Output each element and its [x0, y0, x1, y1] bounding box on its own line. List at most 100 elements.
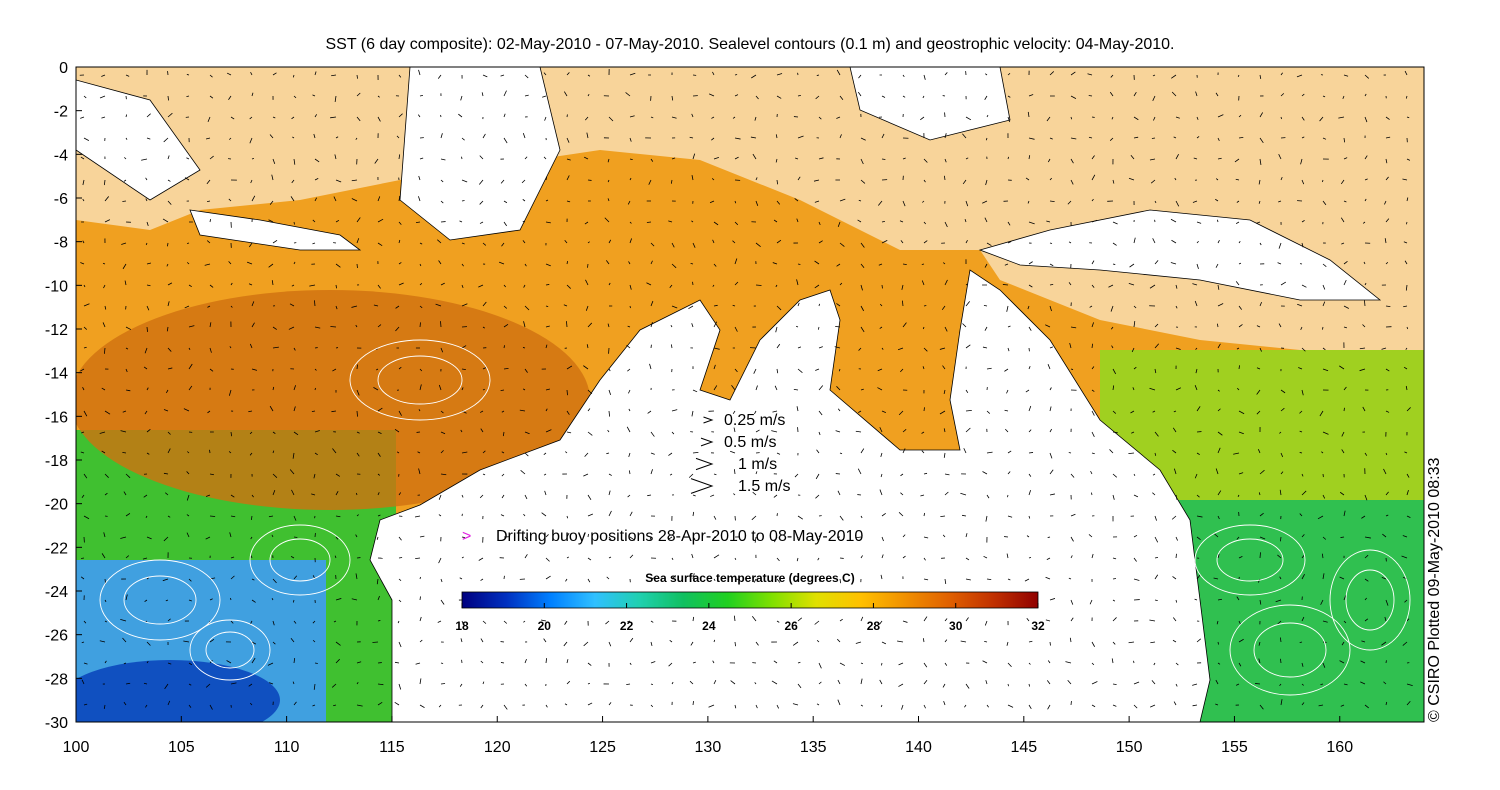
velocity-vector: [291, 116, 295, 120]
velocity-vector: [944, 618, 948, 622]
velocity-vector: [1173, 136, 1177, 139]
velocity-vector: [398, 557, 403, 559]
velocity-vector: [1196, 263, 1199, 269]
velocity-vector: [1154, 323, 1159, 328]
velocity-vector: [314, 368, 317, 371]
velocity-vector: [1385, 701, 1388, 706]
x-tick-label: 145: [1010, 739, 1037, 756]
velocity-vector: [335, 490, 339, 496]
velocity-vector: [923, 74, 926, 80]
velocity-vector: [438, 704, 442, 708]
velocity-vector: [776, 343, 781, 349]
velocity-legend-label: 1 m/s: [738, 456, 777, 473]
velocity-vector: [120, 536, 127, 539]
velocity-vector: [755, 429, 760, 433]
velocity-vector: [733, 493, 736, 496]
velocity-vector: [163, 536, 169, 542]
velocity-vector: [1215, 679, 1219, 685]
velocity-vector: [1175, 116, 1180, 119]
velocity-vector: [144, 599, 148, 602]
velocity-vector: [545, 658, 548, 664]
velocity-vector: [565, 451, 568, 454]
velocity-vector: [251, 599, 256, 603]
velocity-vector: [460, 95, 463, 101]
velocity-vector: [1385, 514, 1389, 517]
velocity-vector: [1007, 683, 1009, 687]
velocity-vector: [587, 389, 593, 395]
velocity-vector: [1385, 410, 1390, 413]
velocity-vector: [1301, 573, 1305, 580]
velocity-vector: [671, 116, 677, 119]
velocity-vector: [583, 473, 589, 477]
velocity-vector: [356, 410, 358, 417]
velocity-legend-entry: 1 m/s: [695, 456, 777, 473]
velocity-vector: [1340, 217, 1345, 223]
velocity-vector: [650, 242, 655, 247]
velocity-vector: [501, 242, 505, 247]
velocity-vector: [1217, 447, 1221, 454]
velocity-vector: [398, 239, 401, 244]
velocity-vector: [692, 616, 695, 622]
velocity-vector: [586, 132, 589, 139]
velocity-vector: [901, 284, 904, 290]
velocity-vector: [205, 137, 211, 140]
velocity-vector: [167, 242, 169, 247]
velocity-vector: [146, 536, 152, 540]
velocity-vector: [922, 326, 925, 330]
velocity-vector: [860, 616, 864, 622]
velocity-vector: [1091, 155, 1095, 160]
velocity-vector: [1385, 218, 1390, 223]
velocity-vector: [877, 387, 883, 391]
velocity-vector: [1150, 641, 1156, 644]
y-tick-label: -8: [54, 235, 68, 252]
velocity-vector: [291, 489, 295, 496]
velocity-vector: [815, 473, 820, 480]
velocity-vector: [167, 618, 171, 622]
velocity-vector: [625, 92, 631, 97]
velocity-vector: [461, 536, 465, 538]
velocity-vector: [734, 641, 736, 647]
velocity-vector: [1175, 683, 1178, 687]
velocity-vector: [584, 452, 589, 457]
velocity-vector: [1046, 557, 1051, 560]
velocity-vector: [267, 662, 274, 666]
velocity-vector: [943, 389, 946, 395]
velocity-vector: [104, 219, 111, 223]
velocity-vector: [985, 137, 988, 141]
velocity-vector: [314, 326, 321, 329]
velocity-vector: [1217, 137, 1220, 142]
velocity-vector: [440, 133, 443, 139]
velocity-vector: [836, 116, 841, 119]
velocity-vector: [545, 534, 549, 538]
velocity-vector: [1215, 198, 1219, 202]
velocity-vector: [80, 451, 85, 454]
velocity-vector: [881, 512, 886, 517]
velocity-vector: [293, 658, 296, 664]
velocity-vector: [209, 639, 215, 643]
velocity-vector: [629, 177, 632, 181]
velocity-vector: [1277, 554, 1282, 559]
velocity-vector: [1217, 303, 1224, 307]
velocity-vector: [165, 492, 169, 496]
velocity-vector: [482, 473, 486, 476]
velocity-vector: [732, 240, 736, 244]
velocity-vector: [879, 326, 883, 329]
velocity-vector: [398, 221, 402, 225]
velocity-vector: [291, 284, 295, 287]
velocity-vector: [459, 577, 463, 580]
velocity-vector: [921, 450, 925, 454]
velocity-vector: [650, 661, 656, 664]
velocity-vector: [1070, 158, 1074, 164]
velocity-vector: [898, 512, 904, 517]
velocity-vector: [1259, 552, 1261, 559]
velocity-vector: [163, 409, 169, 412]
velocity-vector: [268, 515, 274, 518]
velocity-vector: [1280, 452, 1284, 458]
velocity-vector: [1154, 260, 1159, 265]
velocity-vector: [248, 283, 253, 286]
velocity-vector: [1192, 200, 1198, 203]
velocity-vector: [460, 429, 463, 433]
velocity-vector: [503, 368, 509, 370]
sumatra-landmass: [76, 79, 201, 201]
velocity-vector: [183, 640, 190, 643]
